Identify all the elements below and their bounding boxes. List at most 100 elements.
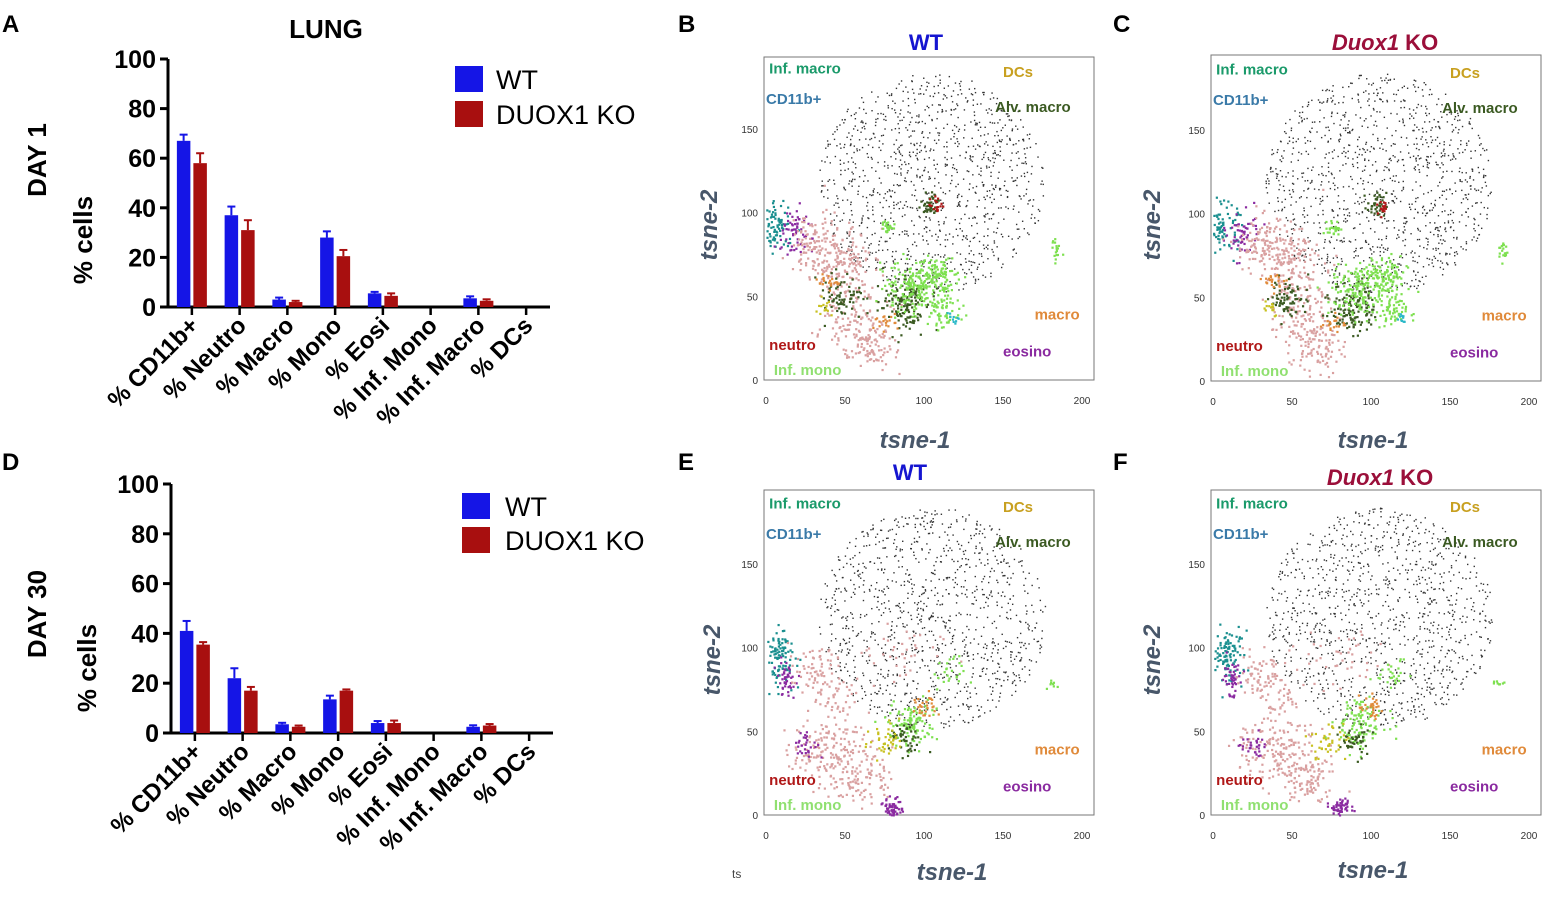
tsne-point	[1403, 222, 1405, 224]
tsne-point	[1283, 249, 1286, 252]
tsne-point	[932, 289, 935, 292]
tsne-point	[1303, 310, 1307, 314]
tsne-point	[926, 240, 928, 242]
tsne-point	[1309, 319, 1312, 322]
tsne-point	[921, 174, 924, 177]
tsne-point	[965, 314, 968, 317]
tsne-point	[946, 163, 948, 166]
tsne-point	[1331, 333, 1335, 337]
tsne-point	[854, 268, 857, 271]
tsne-point	[1319, 203, 1321, 205]
tsne-point	[1308, 375, 1312, 378]
tsne-point	[1306, 300, 1309, 303]
tsne-point	[1334, 288, 1338, 291]
tsne-point	[853, 259, 855, 261]
tsne-point	[923, 169, 926, 171]
tsne-point	[843, 186, 845, 189]
tsne-point	[872, 352, 875, 355]
tsne-point	[1000, 207, 1002, 209]
tsne-point	[1284, 122, 1287, 125]
tsne-point	[908, 316, 911, 319]
tsne-point	[1287, 262, 1290, 265]
tsne-point	[914, 102, 916, 104]
tsne-point	[1303, 239, 1307, 243]
tsne-point	[975, 192, 977, 194]
tsne-point	[1288, 344, 1291, 347]
tsne-point	[848, 230, 851, 233]
tsne-point	[1290, 243, 1293, 246]
tsne-point	[1460, 202, 1463, 204]
tsne-point	[895, 203, 898, 206]
tsne-point	[828, 314, 831, 317]
tsne-point	[1421, 136, 1423, 138]
tsne-point	[1383, 276, 1385, 278]
tsne-point	[929, 219, 931, 221]
tsne-point	[1221, 218, 1224, 221]
tsne-point	[963, 137, 965, 139]
tsne-point	[1028, 200, 1030, 202]
tsne-point	[990, 275, 992, 278]
tsne-point	[934, 199, 937, 202]
tsne-point	[1443, 141, 1445, 143]
tsne-point	[1275, 301, 1278, 304]
tsne-point	[846, 237, 848, 240]
tsne-point	[798, 218, 801, 221]
tsne-point	[1393, 202, 1396, 204]
tsne-point	[895, 277, 897, 280]
tsne-point	[834, 258, 837, 261]
tsne-point	[1309, 130, 1311, 133]
tsne-point	[907, 309, 910, 312]
tsne-point	[951, 257, 954, 260]
tsne-point	[1442, 164, 1444, 166]
tsne-point	[1402, 186, 1405, 189]
tsne-point	[891, 284, 894, 287]
tsne-point	[1285, 306, 1288, 309]
tsne-point	[1326, 231, 1329, 234]
tsne-point	[906, 206, 909, 208]
tsne-point	[817, 249, 820, 252]
tsne-point	[1011, 128, 1014, 130]
tsne-point	[896, 304, 900, 307]
legend-label-wt: WT	[505, 492, 547, 522]
tsne-point	[807, 222, 810, 225]
tsne-point	[1328, 298, 1331, 301]
tsne-point	[1218, 213, 1222, 216]
tsne-point	[926, 226, 928, 229]
tsne-point	[890, 227, 893, 230]
tsne-point	[1436, 226, 1438, 229]
tsne-point	[1392, 154, 1394, 157]
tsne-point	[1351, 294, 1354, 297]
tsne-point	[1434, 228, 1437, 230]
tsne-point	[1401, 271, 1403, 273]
tsne-point	[943, 145, 945, 148]
tsne-point	[1454, 182, 1456, 184]
tsne-point	[1390, 159, 1392, 162]
tsne-point	[995, 232, 998, 234]
tsne-point	[937, 254, 939, 256]
tsne-point	[849, 227, 853, 230]
tsne-point	[971, 93, 974, 96]
tsne-point	[1310, 331, 1313, 334]
tsne-point	[825, 237, 829, 240]
tsne-point	[1340, 263, 1342, 266]
tsne-point	[1226, 212, 1230, 216]
tsne-point	[766, 230, 769, 233]
tsne-point	[1351, 163, 1354, 166]
tsne-point	[1450, 209, 1452, 212]
tsne-point	[912, 284, 916, 287]
tsne-point	[1354, 294, 1357, 297]
tsne-point	[1430, 129, 1432, 131]
tsne-point	[1000, 109, 1002, 112]
tsne-point	[1311, 181, 1313, 183]
tsne-point	[956, 171, 958, 174]
tsne-point	[1366, 284, 1369, 287]
tsne-point	[1324, 241, 1326, 243]
tsne-point	[1337, 187, 1339, 189]
tsne-point	[1337, 307, 1340, 310]
tsne-point	[1395, 307, 1398, 310]
tsne-point	[1351, 82, 1353, 85]
tsne-point	[1449, 226, 1452, 229]
tsne-point	[1399, 315, 1402, 318]
tsne-point	[1353, 296, 1356, 299]
tsne-point	[1386, 220, 1388, 222]
